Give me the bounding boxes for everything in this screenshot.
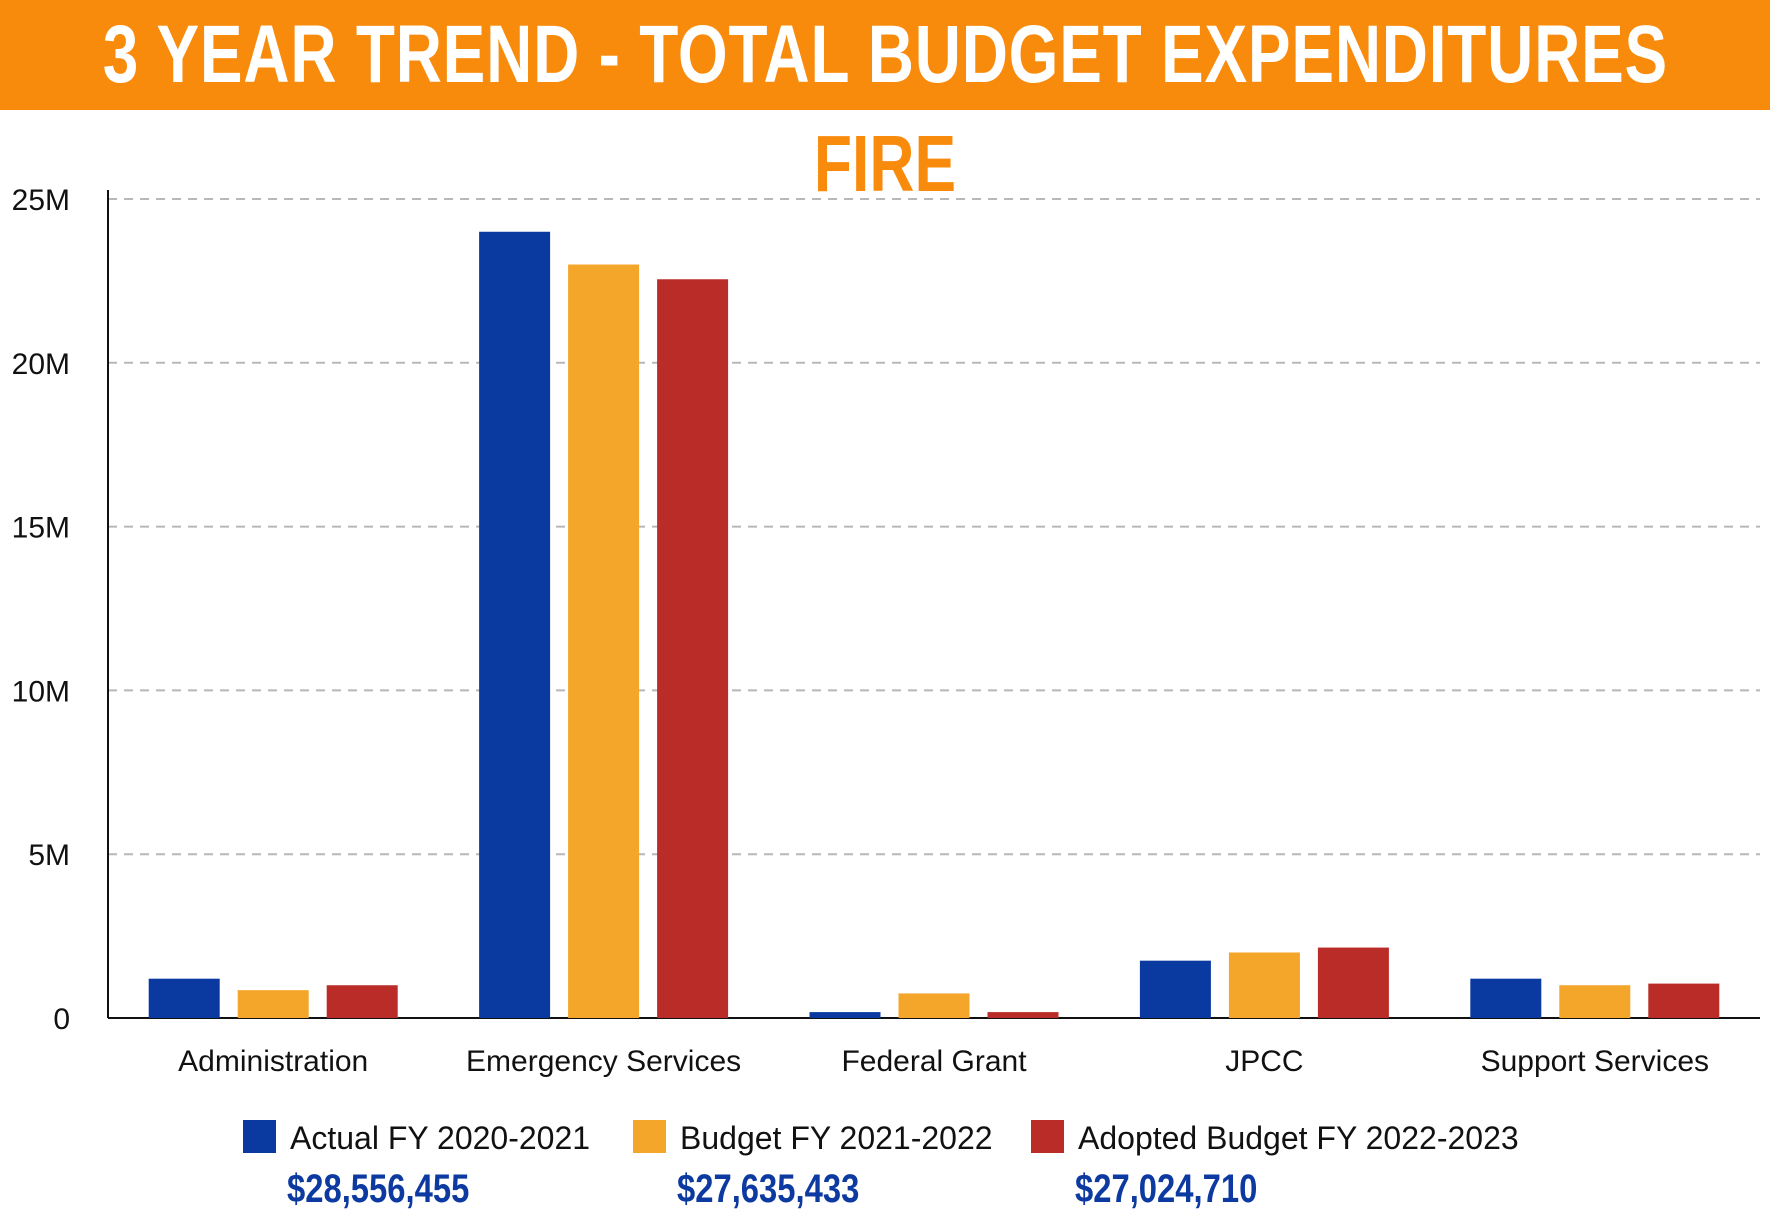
bar-federal-grant-adopted-budget-fy-2022-2023 — [987, 1012, 1059, 1018]
bar-jpcc-actual-fy-2020-2021 — [1139, 960, 1211, 1018]
bar-jpcc-adopted-budget-fy-2022-2023 — [1317, 947, 1389, 1018]
x-tick-label: Administration — [178, 1045, 368, 1078]
legend-label: Actual FY 2020-2021 — [290, 1120, 590, 1156]
y-tick-label: 15M — [12, 512, 70, 545]
series-total: $27,024,710 — [1075, 1166, 1257, 1211]
bar-federal-grant-budget-fy-2021-2022 — [898, 993, 970, 1018]
series-total: $28,556,455 — [287, 1166, 469, 1211]
bar-jpcc-budget-fy-2021-2022 — [1228, 952, 1300, 1018]
legend-label: Budget FY 2021-2022 — [680, 1120, 993, 1156]
x-tick-label: Federal Grant — [841, 1045, 1027, 1078]
legend-swatch — [633, 1120, 666, 1153]
bar-administration-adopted-budget-fy-2022-2023 — [326, 985, 398, 1018]
x-tick-label: Emergency Services — [466, 1045, 741, 1078]
bar-federal-grant-actual-fy-2020-2021 — [809, 1012, 881, 1018]
legend-swatch — [243, 1120, 276, 1153]
x-tick-label: Support Services — [1481, 1045, 1709, 1078]
y-tick-label: 10M — [12, 675, 70, 708]
page-title: 3 YEAR TREND - TOTAL BUDGET EXPENDITURES — [102, 9, 1668, 100]
bar-support-services-budget-fy-2021-2022 — [1559, 985, 1631, 1018]
bar-administration-budget-fy-2021-2022 — [237, 990, 309, 1018]
bar-support-services-actual-fy-2020-2021 — [1470, 978, 1542, 1018]
bar-emergency-services-budget-fy-2021-2022 — [568, 264, 640, 1018]
bar-support-services-adopted-budget-fy-2022-2023 — [1648, 983, 1720, 1018]
chart-subtitle: FIRE — [813, 119, 957, 208]
series-total: $27,635,433 — [677, 1166, 859, 1211]
bar-emergency-services-adopted-budget-fy-2022-2023 — [657, 279, 729, 1019]
x-tick-label: JPCC — [1225, 1045, 1303, 1078]
y-tick-label: 25M — [12, 184, 70, 217]
legend-swatch — [1031, 1120, 1064, 1153]
y-tick-label: 0 — [53, 1003, 70, 1036]
y-tick-label: 5M — [28, 839, 70, 872]
bar-emergency-services-actual-fy-2020-2021 — [479, 231, 551, 1018]
legend-label: Adopted Budget FY 2022-2023 — [1078, 1120, 1519, 1156]
y-tick-label: 20M — [12, 348, 70, 381]
title-banner: 3 YEAR TREND - TOTAL BUDGET EXPENDITURES — [0, 0, 1770, 110]
bar-administration-actual-fy-2020-2021 — [148, 978, 220, 1018]
